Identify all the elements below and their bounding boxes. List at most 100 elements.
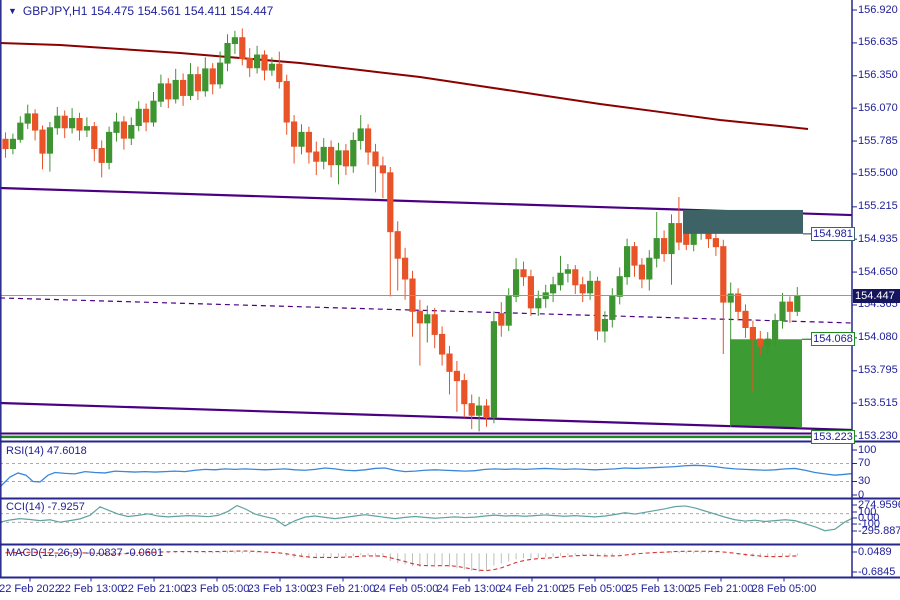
object-price-tag[interactable]: 154.068 (811, 332, 855, 347)
bull-candle (113, 121, 120, 133)
time-axis-label: 22 Feb 2022 (0, 583, 61, 595)
bull-candle (128, 124, 135, 139)
price-axis-label: 156.635 (858, 36, 898, 49)
bull-candle (17, 122, 24, 140)
bear-candle (39, 129, 46, 154)
price-axis-label: 154.935 (858, 232, 898, 245)
bull-candle (668, 223, 675, 255)
resistance-zone[interactable] (683, 209, 803, 234)
bull-candle (424, 314, 431, 324)
moving-average-line (0, 42, 809, 131)
bull-candle (609, 295, 616, 320)
bear-candle (246, 57, 253, 69)
time-axis-label: 28 Feb 05:00 (751, 583, 817, 595)
bull-candle (231, 37, 239, 44)
bear-candle (372, 151, 379, 167)
bull-candle (779, 301, 786, 322)
macd-axis-label: 0.0489 (858, 545, 892, 558)
bull-candle (24, 113, 31, 124)
price-axis-label: 156.350 (858, 69, 898, 82)
bull-candle (69, 118, 76, 129)
cci-axis-label: -100 (858, 517, 881, 530)
candles-series[interactable] (2, 28, 801, 432)
time-axis-label: 24 Feb 13:00 (436, 583, 502, 595)
dashed-trendline (0, 297, 853, 324)
bear-candle (283, 81, 290, 123)
object-price-tag[interactable]: 154.981 (811, 226, 855, 241)
price-axis-label: 153.515 (858, 396, 898, 409)
time-axis-label: 25 Feb 05:00 (562, 583, 628, 595)
bull-candle (727, 293, 734, 303)
bear-candle (328, 146, 335, 166)
bear-candle (572, 269, 579, 286)
bull-candle (9, 138, 16, 150)
rsi-line (0, 464, 853, 488)
object-price-tag[interactable]: 153.223 (811, 429, 855, 444)
bull-candle (187, 74, 194, 96)
time-axis-label: 23 Feb 13:00 (247, 583, 313, 595)
bear-candle (735, 293, 742, 312)
cci-axis-label: -295.8879 (858, 524, 900, 537)
bull-candle (83, 126, 91, 131)
bull-candle (357, 128, 364, 141)
bear-candle (76, 118, 83, 131)
time-axis-label: 23 Feb 21:00 (310, 583, 376, 595)
price-axis-label: 154.650 (858, 265, 898, 278)
price-axis-label: 153.230 (858, 429, 898, 442)
cci-axis-label: 100 (858, 505, 877, 518)
time-axis-label: 25 Feb 13:00 (625, 583, 691, 595)
bull-candle (224, 42, 231, 64)
bull-candle (764, 338, 771, 347)
bull-candle (202, 68, 209, 92)
price-axis-label: 155.215 (858, 200, 898, 213)
bull-candle (794, 295, 801, 312)
bull-candle (490, 321, 497, 419)
symbol-ohlc-title: GBPJPY,H1 154.475 154.561 154.411 154.44… (22, 4, 274, 18)
bear-candle (98, 148, 105, 163)
bear-candle (379, 165, 386, 174)
price-axis-label: 155.500 (858, 167, 898, 180)
bear-candle (2, 138, 9, 150)
time-axis-label: 23 Feb 05:00 (184, 583, 250, 595)
bull-candle (298, 131, 305, 147)
bear-candle (143, 108, 150, 123)
bull-candle (535, 298, 542, 309)
indicator-panels[interactable] (0, 463, 853, 572)
cci-indicator-label: CCI(14) -7.9257 (6, 501, 85, 513)
bear-candle (520, 269, 527, 278)
rsi-axis-label: 0 (858, 488, 865, 501)
bear-candle (291, 121, 298, 147)
bear-candle (194, 74, 202, 92)
bear-candle (594, 280, 601, 332)
bear-candle (483, 405, 490, 419)
green-order-zone[interactable] (730, 339, 802, 428)
macd-indicator-label: MACD(12,26,9) -0.0837 -0.0601 (6, 547, 164, 559)
bear-candle (468, 403, 475, 416)
cci-axis-label: 274.9596 (858, 498, 900, 511)
bear-candle (180, 79, 187, 96)
time-axis-label: 24 Feb 05:00 (373, 583, 439, 595)
rsi-axis-label: 70 (858, 457, 871, 469)
bear-candle (120, 121, 128, 139)
bear-candle (720, 246, 727, 303)
bear-candle (165, 83, 172, 100)
bull-candle (587, 280, 594, 294)
price-axis-label: 156.920 (858, 3, 898, 16)
symbol-dropdown-icon[interactable]: ▼ (8, 6, 17, 16)
bear-candle (91, 126, 98, 150)
bear-candle (387, 172, 394, 233)
bull-candle (172, 79, 179, 100)
bear-candle (757, 338, 764, 347)
bear-candle (631, 246, 638, 266)
bear-candle (305, 131, 312, 153)
time-axis-label: 25 Feb 21:00 (688, 583, 754, 595)
bull-candle (624, 246, 631, 278)
bear-candle (239, 37, 246, 59)
rsi-axis-label: 100 (858, 443, 877, 456)
price-axis-label: 154.080 (858, 331, 898, 344)
price-axis-label: 156.070 (858, 101, 898, 114)
bull-candle (653, 238, 660, 259)
price-tag-connectors (788, 233, 811, 438)
bear-candle (394, 231, 401, 259)
